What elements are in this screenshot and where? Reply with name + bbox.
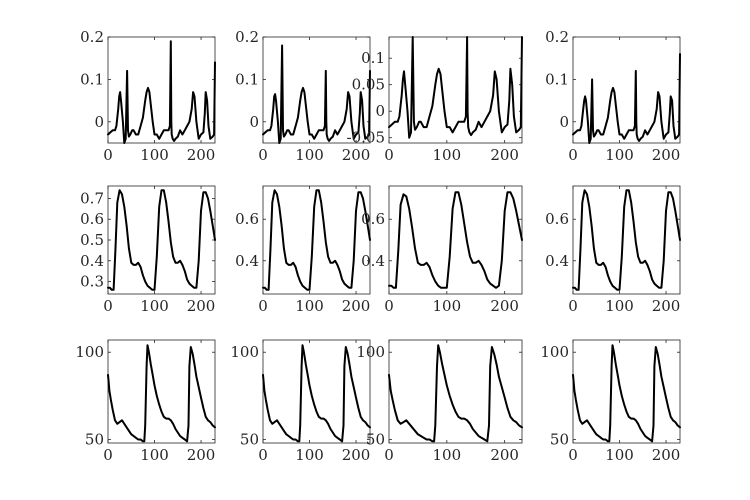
x-tick-label: 200	[652, 446, 681, 464]
x-tick-label: 200	[342, 146, 371, 164]
subplot-r2-c0: 0 100 200 50 100	[75, 339, 216, 464]
subplot-r1-c0: 0 100 200 0.3 0.4 0.5 0.6 0.7	[80, 185, 216, 315]
y-tick-label: 100	[356, 343, 385, 361]
subplot-r0-c0: 0 100 200 0 0.1 0.2	[80, 28, 216, 164]
series-line	[107, 344, 216, 443]
axes-box	[262, 339, 371, 444]
x-tick-label: 200	[187, 297, 216, 315]
subplot-r2-c1: 0 100 200 50 100	[230, 339, 371, 464]
series-line	[388, 36, 523, 139]
x-tick-label: 0	[568, 446, 578, 464]
x-tick-label: 200	[187, 446, 216, 464]
x-tick-label: 100	[140, 297, 169, 315]
subplot-r1-c2: 0 100 200 0.4 0.6	[361, 185, 523, 315]
y-tick-label: 0.4	[80, 252, 104, 270]
axes-box	[572, 339, 681, 444]
y-tick-label: 0.3	[80, 273, 104, 291]
x-tick-label: 100	[605, 146, 634, 164]
series-line	[262, 344, 371, 443]
x-tick-label: 200	[490, 446, 519, 464]
subplot-r0-c3: 0 100 200 0 0.1 0.2	[545, 28, 681, 164]
x-tick-label: 100	[433, 297, 462, 315]
x-tick-label: 200	[652, 297, 681, 315]
x-tick-label: 0	[568, 297, 578, 315]
x-tick-label: 200	[342, 446, 371, 464]
y-tick-label: 0.1	[80, 70, 104, 88]
x-tick-label: 100	[433, 146, 462, 164]
x-tick-label: 0	[103, 446, 113, 464]
y-tick-label: 0.2	[80, 28, 104, 46]
y-tick-label: 0.4	[361, 252, 385, 270]
series-line	[572, 53, 681, 144]
subplot-r1-c3: 0 100 200 0.4 0.6	[545, 185, 681, 315]
y-tick-label: 100	[75, 343, 104, 361]
x-tick-label: 0	[384, 446, 394, 464]
x-tick-label: 200	[490, 146, 519, 164]
x-tick-label: 100	[605, 297, 634, 315]
subplot-r0-c1: 0 100 200 0 0.1 0.2	[235, 28, 371, 164]
y-tick-label: 0.6	[545, 210, 569, 228]
series-line	[572, 189, 681, 291]
subplot-r2-c3: 0 100 200 50 100	[540, 339, 681, 464]
y-tick-label: 50	[366, 431, 385, 449]
subplot-r1-c1: 0 100 200 0.4 0.6	[235, 185, 371, 315]
y-tick-label: 0.7	[80, 189, 104, 207]
x-tick-label: 100	[433, 446, 462, 464]
y-tick-label: 0.2	[235, 28, 259, 46]
x-tick-label: 100	[140, 446, 169, 464]
y-tick-label: 100	[540, 343, 569, 361]
x-tick-label: 200	[187, 146, 216, 164]
x-tick-label: 0	[258, 146, 268, 164]
x-tick-label: 200	[342, 297, 371, 315]
x-tick-label: 0	[258, 297, 268, 315]
x-tick-label: 100	[140, 146, 169, 164]
x-tick-label: 100	[295, 146, 324, 164]
y-tick-label: 50	[85, 431, 104, 449]
y-tick-label: 0.4	[235, 252, 259, 270]
x-tick-label: 0	[384, 297, 394, 315]
series-line	[388, 344, 523, 443]
y-tick-label: 0.2	[545, 28, 569, 46]
x-tick-label: 0	[384, 146, 394, 164]
series-line	[262, 189, 371, 291]
x-tick-label: 200	[652, 146, 681, 164]
y-tick-label: 0.4	[545, 252, 569, 270]
y-tick-label: 0.1	[235, 70, 259, 88]
y-tick-label: 0	[375, 102, 385, 120]
series-line	[107, 189, 216, 291]
y-tick-label: 0.6	[235, 210, 259, 228]
x-tick-label: 100	[295, 297, 324, 315]
series-line	[388, 191, 523, 289]
y-tick-label: 50	[240, 431, 259, 449]
x-tick-label: 0	[103, 146, 113, 164]
axes-box	[388, 339, 523, 444]
axes-box	[107, 339, 216, 444]
y-tick-label: 50	[550, 431, 569, 449]
y-tick-label: 0.5	[80, 231, 104, 249]
series-line	[107, 40, 216, 144]
y-tick-label: 0	[559, 113, 569, 131]
series-line	[262, 44, 371, 144]
x-tick-label: 100	[605, 446, 634, 464]
x-tick-label: 0	[568, 146, 578, 164]
y-tick-label: 0.6	[361, 210, 385, 228]
y-tick-label: 0	[94, 113, 104, 131]
y-tick-label: 100	[230, 343, 259, 361]
subplot-r2-c2: 0 100 200 50 100	[356, 339, 523, 464]
x-tick-label: 200	[490, 297, 519, 315]
y-tick-label: -0.05	[347, 129, 385, 147]
y-tick-label: 0	[249, 113, 259, 131]
x-tick-label: 100	[295, 446, 324, 464]
x-tick-label: 0	[258, 446, 268, 464]
series-line	[572, 344, 681, 443]
y-tick-label: 0.05	[352, 76, 385, 94]
y-tick-label: 0.1	[545, 70, 569, 88]
y-tick-label: 0.6	[80, 210, 104, 228]
y-tick-label: 0.1	[361, 49, 385, 67]
x-tick-label: 0	[103, 297, 113, 315]
